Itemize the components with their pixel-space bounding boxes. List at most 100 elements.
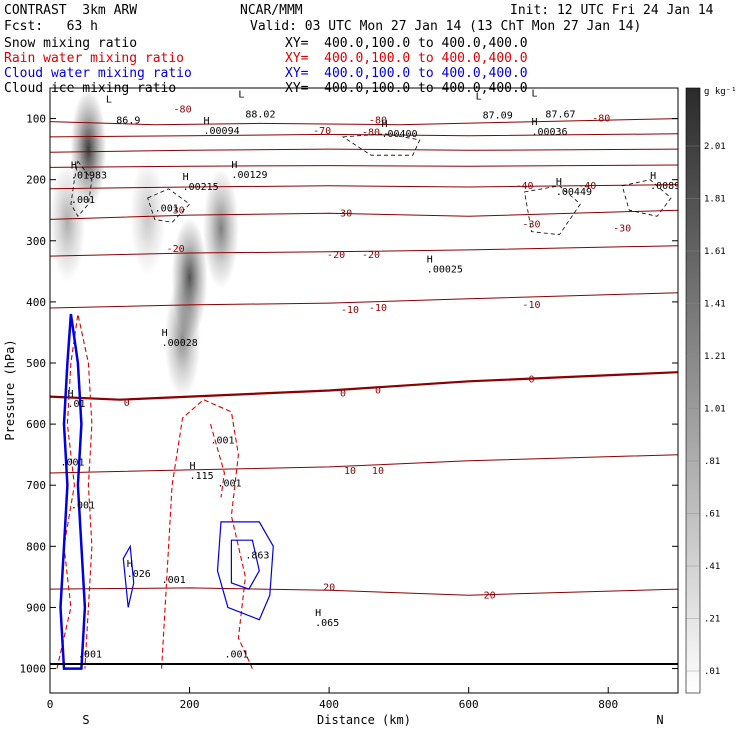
colorbar-label: 1.61 <box>704 247 726 257</box>
marker-value: 88.02 <box>245 109 275 120</box>
marker-value: 87.67 <box>545 109 575 120</box>
contour-label: -20 <box>362 250 380 261</box>
cloud-ice-contours <box>70 133 672 236</box>
contour-labels: -80 -80 -80 -80 -70 -40 -40 -30 -30 -30 -30 -20 -20 -… <box>124 104 631 601</box>
colorbar-label: 1.81 <box>704 195 726 205</box>
field-xy-snow: XY= 400.0,100.0 to 400.0,400.0 <box>285 36 528 51</box>
field-xy-cloud-water: XY= 400.0,100.0 to 400.0,400.0 <box>285 66 528 81</box>
contour-label: -80 <box>362 128 380 139</box>
contour-label: -40 <box>515 181 533 192</box>
snow-blob-3 <box>202 168 239 289</box>
contour-label: 0 <box>528 375 534 386</box>
contour-label: -30 <box>167 205 185 216</box>
contour-label: -30 <box>334 208 352 219</box>
marker-value: .001 <box>162 575 186 586</box>
marker-value: .00036 <box>531 127 567 138</box>
snow-blob-1 <box>50 162 86 283</box>
marker-value: .00400 <box>381 129 417 140</box>
marker-value: .065 <box>315 618 339 629</box>
y-tick-label: 700 <box>26 479 46 492</box>
y-tick-label: 800 <box>26 540 46 553</box>
high-marker: H <box>71 160 77 171</box>
temperature-contour--20 <box>50 245 678 257</box>
y-axis-title: Pressure (hPa) <box>3 339 17 440</box>
marker-value: .001 <box>60 458 84 469</box>
high-marker: H <box>531 117 537 128</box>
contour-label: -10 <box>341 305 359 316</box>
temperature-contour--60 <box>50 148 678 153</box>
marker-value: .01983 <box>71 170 107 181</box>
snow-shading-layer <box>50 89 239 399</box>
south-label: S <box>82 713 89 727</box>
temperature-contour--70 <box>50 133 678 138</box>
cloud-water-contours <box>59 313 274 670</box>
cloud-ice-contour-0 <box>70 160 93 217</box>
temperature-contour--30 <box>50 209 678 220</box>
y-tick-label: 900 <box>26 601 46 614</box>
temperature-contour--40 <box>50 184 678 190</box>
temperature-contour-20 <box>50 587 678 596</box>
y-tick-label: 100 <box>26 113 46 126</box>
contour-label: 0 <box>340 389 346 400</box>
temperature-contour-10 <box>50 454 678 474</box>
y-tick-label: 500 <box>26 357 46 370</box>
y-tick-label: 300 <box>26 235 46 248</box>
rain-contour-2 <box>209 423 225 498</box>
contour-label: -40 <box>578 181 596 192</box>
marker-value: .00898 <box>650 181 686 192</box>
field-label-rain: Rain water mixing ratio <box>4 51 185 66</box>
contour-label: 0 <box>375 386 381 397</box>
temperature-contour--50 <box>50 164 678 168</box>
high-marker: H <box>204 116 210 127</box>
colorbar-label: 2.01 <box>704 142 726 152</box>
high-marker: H <box>650 171 656 182</box>
contour-label: 0 <box>124 398 130 409</box>
marker-value: .001 <box>71 500 95 511</box>
marker-value: .001 <box>71 195 95 206</box>
high-marker: H <box>190 461 196 472</box>
temperature-contour--80 <box>50 118 678 126</box>
high-marker: H <box>427 255 433 266</box>
field-xy-rain: XY= 400.0,100.0 to 400.0,400.0 <box>285 51 528 66</box>
high-marker: H <box>381 119 387 130</box>
plot-frame <box>49 87 679 694</box>
temperature-contour--10 <box>50 292 678 309</box>
marker-value: .115 <box>190 471 214 482</box>
rain-contour-0 <box>56 313 93 669</box>
marker-value: .001 <box>210 436 234 447</box>
center-label: NCAR/MMM <box>240 3 303 18</box>
colorbar-label: .01 <box>704 667 720 677</box>
marker-value: .001 <box>224 650 248 661</box>
contour-label: -70 <box>313 126 331 137</box>
y-tick-label: 1000 <box>20 663 47 676</box>
colorbar-label: .41 <box>704 562 720 572</box>
contour-label: -30 <box>522 219 540 230</box>
marker-value: .001 <box>217 478 241 489</box>
contour-label: 10 <box>372 466 384 477</box>
cloud-ice-contour-3 <box>524 185 581 236</box>
high-marker: H <box>231 160 237 171</box>
temperature-contours <box>50 118 678 596</box>
init-time: Init: 12 UTC Fri 24 Jan 14 <box>510 3 714 18</box>
marker-value: .00094 <box>204 126 240 137</box>
colorbar-labels: .01 .21 .41 .61 .81 1.01 1.21 1.41 1.61 1.81 2.01 <box>686 142 726 677</box>
cloud-water-contour-3 <box>230 539 260 590</box>
cloud-water-contour-0 <box>59 313 87 670</box>
contour-label: -80 <box>174 104 192 115</box>
colorbar-label: .81 <box>704 457 720 467</box>
marker-value: .00129 <box>231 170 267 181</box>
low-marker: L <box>106 94 112 105</box>
x-tick-label: 0 <box>47 698 54 711</box>
cloud-ice-contour-2 <box>341 133 421 156</box>
valid-time: Valid: 03 UTC Mon 27 Jan 14 (13 ChT Mon … <box>250 19 642 34</box>
rain-contour-1 <box>161 399 253 669</box>
marker-value: .026 <box>127 569 151 580</box>
y-tick-label: 600 <box>26 418 46 431</box>
contour-label: -30 <box>613 224 631 235</box>
contour-label: -20 <box>167 244 185 255</box>
contour-label: 10 <box>344 466 356 477</box>
colorbar-label: 1.01 <box>704 405 726 415</box>
marker-value: .00215 <box>183 182 219 193</box>
